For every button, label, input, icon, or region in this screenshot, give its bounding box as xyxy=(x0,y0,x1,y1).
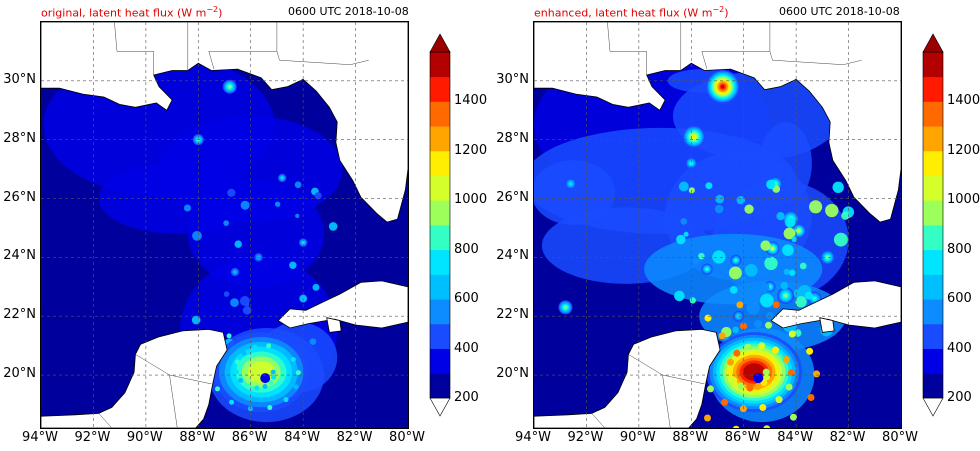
colorbar-label: 600 xyxy=(947,291,972,307)
map-canvas xyxy=(41,22,408,428)
lon-tick-label: 86°W xyxy=(724,430,761,445)
panel-time: 0600 UTC 2018-10-08 xyxy=(779,5,900,18)
colorbar-label: 1200 xyxy=(947,142,980,158)
map-enhanced[interactable] xyxy=(533,21,902,429)
lat-tick-label: 20°N xyxy=(3,366,36,382)
colorbar-label: 1000 xyxy=(454,192,488,208)
lat-tick-label: 22°N xyxy=(3,307,36,323)
title-text: original, latent heat flux (W m xyxy=(41,6,207,20)
lon-tick-label: 84°W xyxy=(777,430,814,445)
lon-tick-label: 90°W xyxy=(619,430,656,445)
lon-tick-label: 92°W xyxy=(74,430,111,445)
lat-tick-label: 26°N xyxy=(496,189,529,205)
lon-tick-label: 80°W xyxy=(389,430,425,445)
lat-tick-label: 22°N xyxy=(496,307,529,323)
colorbar-label: 800 xyxy=(947,241,972,257)
panel-time: 0600 UTC 2018-10-08 xyxy=(288,5,409,18)
lat-tick-label: 28°N xyxy=(496,130,529,146)
lon-tick-label: 90°W xyxy=(126,430,163,445)
colorbar-scale xyxy=(429,33,451,417)
colorbar-label: 200 xyxy=(947,390,972,405)
lon-tick-label: 88°W xyxy=(672,430,709,445)
lon-tick-label: 88°W xyxy=(179,430,216,445)
colorbar-label: 400 xyxy=(947,340,972,356)
title-superscript: −2 xyxy=(712,5,725,14)
colorbar-label: 1400 xyxy=(454,93,488,109)
map-original[interactable] xyxy=(40,21,409,429)
lat-tick-label: 24°N xyxy=(3,248,36,264)
lon-tick-label: 94°W xyxy=(515,430,551,445)
colorbar-label: 1000 xyxy=(947,192,980,208)
lat-tick-label: 28°N xyxy=(3,130,36,146)
colorbar-scale xyxy=(922,33,944,417)
lon-tick-label: 94°W xyxy=(22,430,58,445)
title-close: ) xyxy=(218,6,223,20)
title-superscript: −2 xyxy=(206,5,219,14)
colorbar-label: 200 xyxy=(454,390,479,405)
colorbar-label: 600 xyxy=(454,291,479,307)
panel-original: original, latent heat flux (W m−2) 0600 … xyxy=(3,5,488,445)
colorbar-label: 1200 xyxy=(454,142,488,158)
title-text: enhanced, latent heat flux (W m xyxy=(534,6,713,20)
lon-tick-label: 92°W xyxy=(567,430,604,445)
panel-enhanced: enhanced, latent heat flux (W m−2) 0600 … xyxy=(493,0,980,451)
lon-tick-label: 80°W xyxy=(882,430,918,445)
lat-tick-label: 20°N xyxy=(496,366,529,382)
map-canvas xyxy=(534,22,901,428)
lon-tick-label: 82°W xyxy=(829,430,866,445)
lon-tick-label: 84°W xyxy=(284,430,321,445)
panel-title: enhanced, latent heat flux (W m−2) xyxy=(534,5,729,20)
lat-tick-label: 30°N xyxy=(496,71,529,87)
lat-tick-label: 30°N xyxy=(3,71,36,87)
lat-tick-label: 26°N xyxy=(3,189,36,205)
lon-tick-label: 82°W xyxy=(336,430,373,445)
lat-tick-label: 24°N xyxy=(496,248,529,264)
colorbar-label: 400 xyxy=(454,340,479,356)
title-close: ) xyxy=(724,6,729,20)
colorbar-label: 800 xyxy=(454,241,479,257)
panel-title: original, latent heat flux (W m−2) xyxy=(41,5,222,20)
lon-tick-label: 86°W xyxy=(231,430,268,445)
colorbar-label: 1400 xyxy=(947,93,980,109)
